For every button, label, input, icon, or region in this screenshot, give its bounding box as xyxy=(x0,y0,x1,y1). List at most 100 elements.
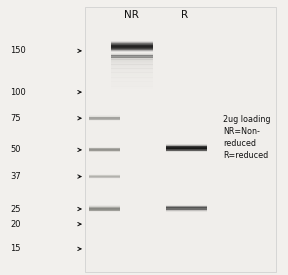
Bar xyxy=(111,54,153,55)
Bar xyxy=(89,177,120,178)
Bar xyxy=(166,148,207,150)
Bar xyxy=(111,66,153,67)
Bar xyxy=(111,63,153,65)
Bar xyxy=(89,119,120,120)
Bar xyxy=(89,150,120,151)
Bar xyxy=(111,71,153,73)
Bar xyxy=(111,64,153,66)
Bar xyxy=(111,55,153,56)
Text: NR: NR xyxy=(124,10,139,20)
Bar xyxy=(89,151,120,152)
Bar xyxy=(166,205,207,206)
Bar xyxy=(166,145,207,147)
Bar xyxy=(111,81,153,83)
Bar xyxy=(111,60,153,62)
Text: 150: 150 xyxy=(10,46,26,55)
Bar xyxy=(166,209,207,210)
Bar xyxy=(166,207,207,208)
Bar xyxy=(85,7,276,272)
Bar xyxy=(111,55,153,56)
Bar xyxy=(111,43,153,46)
Bar xyxy=(89,175,120,176)
Bar xyxy=(111,85,153,87)
Bar xyxy=(166,150,207,151)
Text: 50: 50 xyxy=(10,145,20,154)
Text: 2ug loading
NR=Non-
reduced
R=reduced: 2ug loading NR=Non- reduced R=reduced xyxy=(223,115,271,160)
Bar xyxy=(111,48,153,51)
Bar xyxy=(111,57,153,58)
Bar xyxy=(89,147,120,148)
Bar xyxy=(111,73,153,75)
Bar xyxy=(89,176,120,177)
Bar xyxy=(111,53,153,54)
Bar xyxy=(89,207,120,208)
Bar xyxy=(111,80,153,82)
Text: 25: 25 xyxy=(10,205,20,213)
Bar xyxy=(89,117,120,120)
Bar xyxy=(89,205,120,207)
Bar xyxy=(111,42,153,44)
Text: 20: 20 xyxy=(10,220,20,229)
Bar xyxy=(89,116,120,117)
Bar xyxy=(166,210,207,211)
Text: R: R xyxy=(181,10,188,20)
Bar xyxy=(89,174,120,175)
Bar xyxy=(89,206,120,207)
Bar xyxy=(89,149,120,150)
Bar xyxy=(89,115,120,116)
Bar xyxy=(89,117,120,118)
Bar xyxy=(111,44,153,50)
Bar xyxy=(166,206,207,208)
Text: 37: 37 xyxy=(10,172,21,181)
Bar xyxy=(111,41,153,43)
Bar xyxy=(89,176,120,177)
Bar xyxy=(89,211,120,212)
Bar xyxy=(89,175,120,178)
Bar xyxy=(111,47,153,49)
Bar xyxy=(111,84,153,86)
Text: 100: 100 xyxy=(10,88,26,97)
Bar xyxy=(111,58,153,59)
Bar xyxy=(89,118,120,119)
Bar xyxy=(166,149,207,150)
Bar xyxy=(111,67,153,69)
Bar xyxy=(111,77,153,79)
Bar xyxy=(111,88,153,89)
Bar xyxy=(111,59,153,61)
Bar xyxy=(166,205,207,207)
Bar xyxy=(111,86,153,88)
Text: 15: 15 xyxy=(10,244,20,253)
Bar xyxy=(89,177,120,178)
Bar xyxy=(89,207,120,211)
Bar xyxy=(111,56,153,57)
Bar xyxy=(111,45,153,47)
Bar xyxy=(111,72,153,74)
Bar xyxy=(166,146,207,151)
Bar xyxy=(111,76,153,78)
Bar xyxy=(111,68,153,70)
Bar xyxy=(89,151,120,152)
Bar xyxy=(111,75,153,76)
Bar xyxy=(111,50,153,52)
Bar xyxy=(111,82,153,84)
Bar xyxy=(111,62,153,64)
Bar xyxy=(89,148,120,152)
Bar xyxy=(89,209,120,211)
Bar xyxy=(89,120,120,121)
Bar xyxy=(166,210,207,212)
Bar xyxy=(111,58,153,60)
Bar xyxy=(166,208,207,209)
Bar xyxy=(89,208,120,210)
Bar xyxy=(89,208,120,209)
Bar xyxy=(166,144,207,146)
Bar xyxy=(111,57,153,58)
Bar xyxy=(89,149,120,150)
Bar xyxy=(111,46,153,48)
Bar xyxy=(111,70,153,71)
Bar xyxy=(166,151,207,152)
Bar xyxy=(89,148,120,149)
Bar xyxy=(89,178,120,179)
Bar xyxy=(166,207,207,210)
Bar xyxy=(111,57,153,58)
Bar xyxy=(89,119,120,120)
